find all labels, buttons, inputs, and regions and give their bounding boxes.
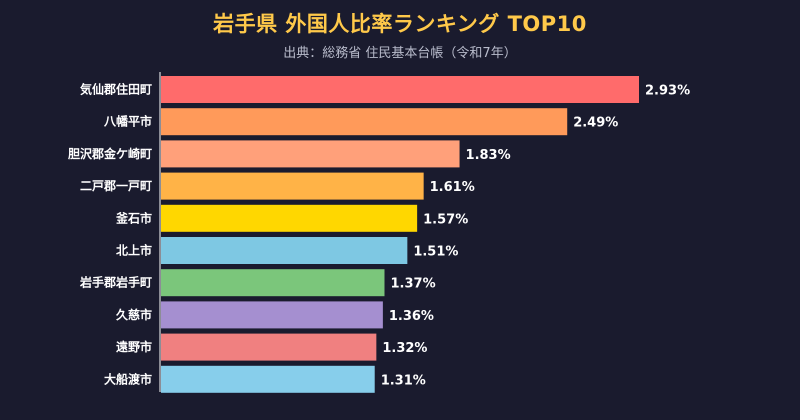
value-label-2: 2.49% xyxy=(573,116,618,131)
category-label-3: 胆沢郡金ケ崎町 xyxy=(68,146,152,161)
value-label-5: 1.57% xyxy=(423,212,468,227)
value-label-7: 1.37% xyxy=(391,277,436,292)
bar-8 xyxy=(161,301,383,329)
category-label-5: 釜石市 xyxy=(115,210,152,225)
category-label-1: 気仙郡住田町 xyxy=(80,82,152,97)
category-label-8: 久慈市 xyxy=(116,307,152,322)
bar-7 xyxy=(161,269,385,297)
value-label-6: 1.51% xyxy=(413,245,458,260)
category-label-4: 二戸郡一戸町 xyxy=(80,179,152,193)
value-label-4: 1.61% xyxy=(430,180,475,195)
value-label-10: 1.31% xyxy=(381,373,426,388)
bar-10 xyxy=(161,365,375,393)
value-label-1: 2.93% xyxy=(645,84,690,99)
category-label-7: 岩手郡岩手町 xyxy=(79,275,152,290)
chart-subtitle: 出典：総務省 住民基本台帳（令和7年） xyxy=(283,46,517,61)
value-label-3: 1.83% xyxy=(466,148,511,163)
bar-6 xyxy=(161,237,408,264)
category-label-2: 八幡平市 xyxy=(103,114,152,129)
category-label-10: 大船渡市 xyxy=(104,371,152,386)
chart-title: 岩手県 外国人比率ランキング TOP10 xyxy=(213,12,587,36)
bar-3 xyxy=(161,140,460,168)
category-label-9: 遠野市 xyxy=(116,339,152,354)
bar-1 xyxy=(161,76,639,103)
value-label-9: 1.32% xyxy=(382,341,427,356)
bar-2 xyxy=(161,108,568,136)
bar-4 xyxy=(161,172,424,200)
category-label-6: 北上市 xyxy=(116,243,152,258)
bar-5 xyxy=(161,204,418,232)
value-label-8: 1.36% xyxy=(389,309,434,324)
bar-9 xyxy=(161,333,377,361)
